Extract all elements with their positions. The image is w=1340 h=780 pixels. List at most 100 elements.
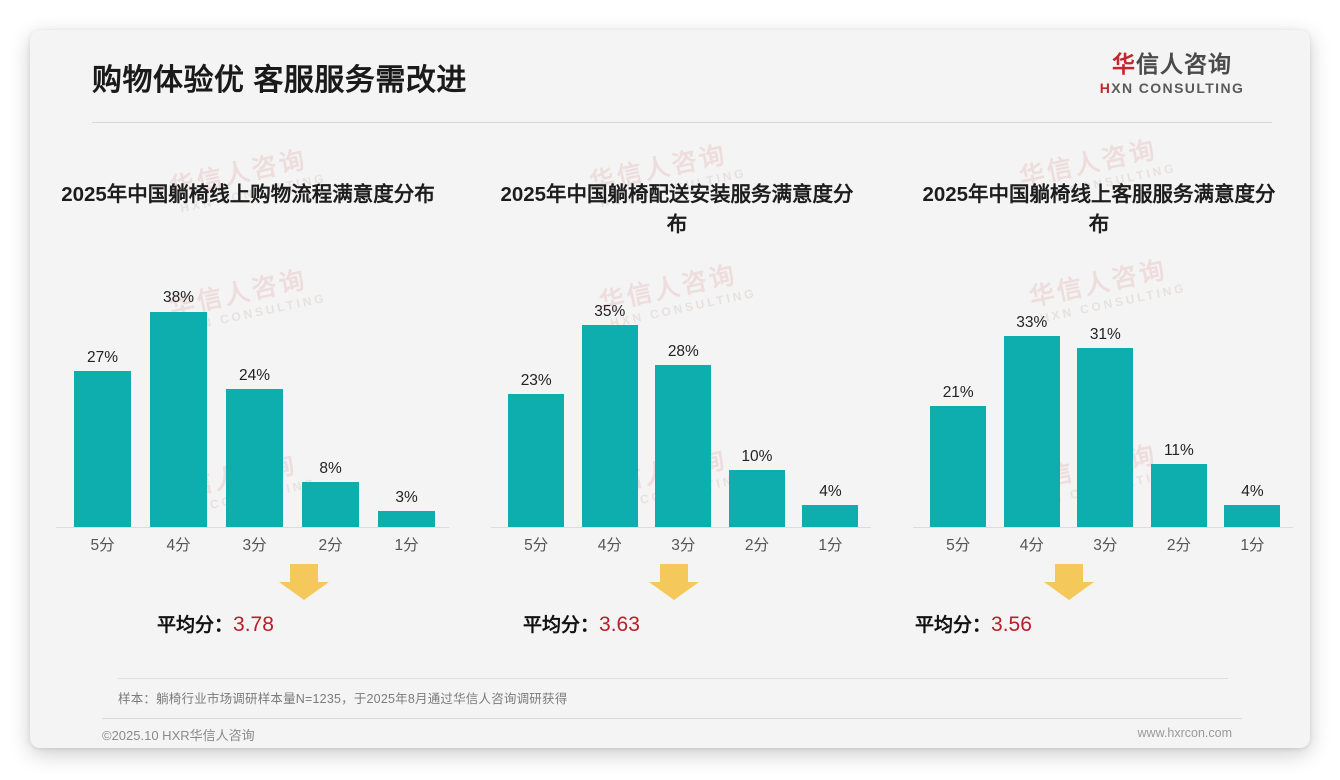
average-score-block: 平均分：3.63 (466, 562, 888, 652)
logo-en-rest: XN CONSULTING (1111, 80, 1245, 97)
bar-rect (655, 365, 712, 528)
bar-value-label: 24% (239, 366, 271, 384)
logo-english-text: HXN CONSULTING (1072, 80, 1272, 96)
footnote-divider (118, 678, 1228, 679)
x-tick-label: 4分 (597, 537, 622, 554)
website-url: www.hxrcon.com (1137, 726, 1232, 740)
bar-item: 4% (802, 290, 859, 528)
x-axis-labels: 5分 4分 3分 2分 1分 (74, 532, 436, 560)
slide-header: 购物体验优 客服服务需改进 华信人咨询 HXN CONSULTING (30, 30, 1310, 123)
bar-rect (73, 371, 132, 528)
bar-item: 3% (377, 290, 436, 528)
average-value: 3.63 (599, 613, 640, 636)
slide-card: 华信人咨询 HXN CONSULTING 华信人咨询 HXN CONSULTIN… (30, 30, 1310, 748)
bar-value-label: 33% (1016, 313, 1048, 331)
average-label: 平均分： (523, 615, 600, 636)
down-arrow-icon (1043, 562, 1095, 602)
average-label: 平均分： (915, 615, 992, 636)
logo-cn-rest: 信人咨询 (1136, 51, 1232, 77)
bar-value-label: 28% (667, 342, 699, 360)
bar-rect (728, 470, 785, 528)
average-value: 3.56 (991, 613, 1032, 636)
bar-value-label: 3% (395, 488, 418, 506)
bar-item: 28% (655, 290, 712, 528)
x-axis-line (913, 527, 1294, 528)
bar-rect (1150, 464, 1207, 528)
logo-chinese-text: 华信人咨询 (1072, 51, 1272, 77)
bar-value-label: 8% (319, 459, 342, 477)
chart-title: 2025年中国躺椅线上客服服务满意度分布 (922, 183, 1276, 236)
footer-divider (102, 718, 1242, 719)
bar-item: 4% (1224, 290, 1281, 528)
chart-panel-3: 2025年中国躺椅线上客服服务满意度分布 21% 33% 31% (888, 150, 1310, 670)
bar-value-label: 31% (1089, 325, 1121, 343)
x-tick-label: 1分 (818, 537, 843, 554)
bar-chart-plot: 21% 33% 31% 11% (888, 290, 1310, 560)
bar-item: 38% (149, 289, 208, 528)
average-value: 3.78 (233, 613, 274, 636)
bar-chart-plot: 27% 38% 24% 8% (30, 290, 466, 560)
charts-container: 2025年中国躺椅线上购物流程满意度分布 27% 38% 24% (30, 150, 1310, 670)
average-score-block: 平均分：3.78 (30, 562, 466, 652)
x-tick-label: 5分 (90, 537, 115, 554)
x-axis-line (56, 527, 449, 528)
logo-en-hx: H (1099, 80, 1112, 97)
page-title: 购物体验优 客服服务需改进 (92, 64, 467, 97)
bar-group: 27% 38% 24% 8% (73, 289, 436, 528)
bar-group: 21% 33% 31% 11% (930, 290, 1281, 528)
x-tick-label: 1分 (1240, 537, 1265, 554)
down-arrow-icon (278, 562, 330, 602)
chart-title: 2025年中国躺椅配送安装服务满意度分布 (500, 183, 854, 236)
bar-value-label: 21% (942, 383, 974, 401)
x-tick-label: 4分 (166, 537, 191, 554)
x-tick-label: 5分 (524, 537, 549, 554)
source-footnote: 样本：躺椅行业市场调研样本量N=1235，于2025年8月通过华信人咨询调研获得 (118, 692, 568, 706)
bar-value-label: 4% (819, 482, 842, 500)
average-score-block: 平均分：3.56 (888, 562, 1310, 652)
bar-rect (301, 482, 360, 528)
x-axis-labels: 5分 4分 3分 2分 1分 (930, 532, 1280, 560)
bar-item: 33% (1003, 290, 1060, 528)
bar-value-label: 23% (520, 371, 552, 389)
bar-value-label: 4% (1241, 482, 1264, 500)
bar-value-label: 38% (163, 289, 195, 306)
x-tick-label: 2分 (744, 537, 769, 554)
x-tick-label: 3分 (1093, 537, 1118, 554)
x-tick-label: 3分 (671, 537, 696, 554)
bar-rect (1224, 505, 1281, 528)
x-axis-line (491, 527, 872, 528)
bar-rect (1077, 348, 1134, 528)
average-score-text: 平均分：3.56 (915, 610, 1032, 637)
average-label: 平均分： (157, 615, 234, 636)
bar-value-label: 35% (594, 302, 626, 320)
bar-item: 27% (73, 290, 132, 528)
bar-rect (225, 389, 284, 528)
average-score-text: 平均分：3.78 (157, 610, 274, 637)
header-divider (92, 122, 1272, 123)
bar-item: 31% (1077, 290, 1134, 528)
x-tick-label: 3分 (242, 537, 267, 554)
copyright-text: ©2025.10 HXR华信人咨询 (102, 728, 255, 743)
bar-group: 23% 35% 28% 10% (508, 290, 859, 528)
company-logo: 华信人咨询 HXN CONSULTING (1072, 51, 1272, 96)
bar-rect (930, 406, 987, 528)
bar-value-label: 27% (87, 348, 119, 366)
x-tick-label: 2分 (1166, 537, 1191, 554)
bar-rect (581, 325, 638, 528)
bar-chart-plot: 23% 35% 28% 10% (466, 290, 888, 560)
bar-rect (1003, 336, 1060, 528)
bar-item: 11% (1150, 290, 1207, 528)
bar-item: 8% (301, 290, 360, 528)
bar-rect (377, 511, 436, 528)
logo-hx-char: 华 (1112, 51, 1136, 77)
bar-item: 10% (728, 290, 785, 528)
bar-rect (802, 505, 859, 528)
x-tick-label: 2分 (318, 537, 343, 554)
bar-item: 24% (225, 290, 284, 528)
x-tick-label: 4分 (1019, 537, 1044, 554)
bar-item: 23% (508, 290, 565, 528)
bar-rect (508, 394, 565, 528)
x-axis-labels: 5分 4分 3分 2分 1分 (508, 532, 858, 560)
chart-panel-1: 2025年中国躺椅线上购物流程满意度分布 27% 38% 24% (30, 150, 466, 670)
bar-value-label: 10% (741, 447, 773, 465)
